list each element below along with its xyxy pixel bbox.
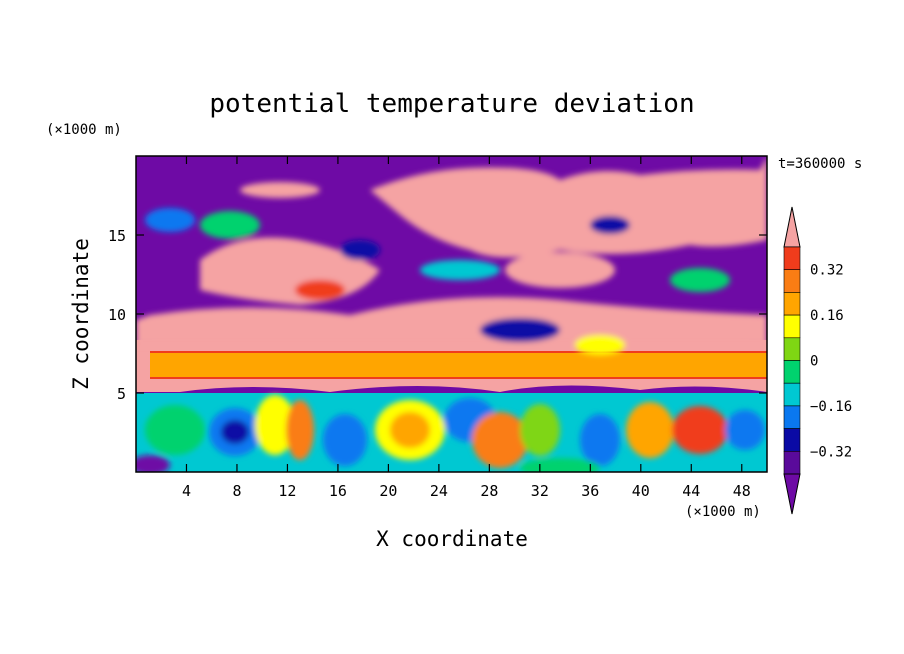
lower-layer xyxy=(136,393,767,472)
x-tick-label: 24 xyxy=(430,482,448,500)
upper-layer xyxy=(136,156,767,355)
colorbar-label: 0.16 xyxy=(810,308,844,324)
x-axis-label: X coordinate xyxy=(376,527,528,551)
colorbar-swatch xyxy=(783,360,801,384)
chart-title: potential temperature deviation xyxy=(209,89,694,119)
colorbar-swatch xyxy=(783,292,801,316)
colorbar-label: −0.16 xyxy=(810,399,852,415)
colorbar-label: 0 xyxy=(810,354,818,370)
y-tick-label: 10 xyxy=(108,306,126,324)
colorbar-bottom-extension xyxy=(783,473,801,515)
colorbar-swatch xyxy=(783,337,801,361)
y-axis-label: Z coordinate xyxy=(69,238,93,390)
y-tick-label: 15 xyxy=(108,227,126,245)
x-tick-label: 12 xyxy=(278,482,296,500)
colorbar-swatch xyxy=(783,269,801,293)
x-unit-label: (×1000 m) xyxy=(685,504,761,520)
colorbar-label: −0.32 xyxy=(810,444,852,460)
y-axis-ticks: 5 10 15 xyxy=(108,227,767,403)
x-tick-label: 16 xyxy=(329,482,347,500)
colorbar-swatch xyxy=(783,382,801,407)
x-tick-label: 36 xyxy=(581,482,599,500)
colorbar-swatch xyxy=(783,314,801,339)
y-unit-label: (×1000 m) xyxy=(46,122,122,138)
x-tick-label: 4 xyxy=(182,482,191,500)
colorbar-label: 0.32 xyxy=(810,263,844,279)
time-label: t=360000 s xyxy=(778,156,862,172)
x-tick-label: 20 xyxy=(379,482,397,500)
y-tick-label: 5 xyxy=(117,385,126,403)
colorbar-swatch xyxy=(783,428,801,452)
colorbar-swatch xyxy=(783,450,801,475)
colorbar-swatch xyxy=(783,246,801,271)
x-axis-ticks: 4 8 12 16 20 24 28 32 36 40 44 48 xyxy=(182,156,751,500)
x-tick-label: 40 xyxy=(632,482,650,500)
x-tick-label: 28 xyxy=(480,482,498,500)
x-tick-label: 8 xyxy=(232,482,241,500)
colorbar-top-extension xyxy=(783,206,801,248)
colorbar: 0.32 0.16 0 −0.16 −0.32 xyxy=(783,206,852,515)
x-tick-label: 32 xyxy=(531,482,549,500)
x-tick-label: 48 xyxy=(733,482,751,500)
colorbar-swatch xyxy=(783,405,801,429)
contour-field xyxy=(136,156,767,472)
x-tick-label: 44 xyxy=(682,482,700,500)
